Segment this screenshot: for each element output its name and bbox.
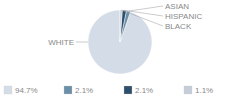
legend-swatch — [64, 86, 72, 94]
pie — [88, 10, 152, 74]
legend-item: 2.1% — [124, 86, 153, 95]
annotation: HISPANIC — [165, 12, 202, 21]
legend-item: 94.7% — [4, 86, 38, 95]
chart: WHITE ASIANHISPANICBLACK 94.7% 2.1% 2.1% 1.1% — [0, 0, 240, 100]
pie-slice — [120, 10, 122, 42]
annotation: BLACK — [165, 22, 192, 31]
legend-label: 1.1% — [195, 86, 213, 95]
legend-swatch — [184, 86, 192, 94]
annotation: ASIAN — [165, 2, 189, 11]
pie-slice — [88, 10, 152, 74]
annotation: WHITE — [48, 38, 74, 47]
leader-line — [128, 6, 163, 11]
legend-item: 2.1% — [64, 86, 93, 95]
legend-item: 1.1% — [184, 86, 213, 95]
pie-slice — [120, 10, 126, 42]
pie-slice — [120, 11, 130, 42]
annotations: WHITE ASIANHISPANICBLACK — [48, 2, 202, 47]
legend-label: 2.1% — [135, 86, 153, 95]
legend-label: 2.1% — [75, 86, 93, 95]
leader-line — [76, 42, 88, 43]
legend-label: 94.7% — [15, 86, 38, 95]
leader-line — [121, 10, 163, 26]
legend: 94.7% 2.1% 2.1% 1.1% — [4, 86, 213, 95]
legend-swatch — [124, 86, 132, 94]
legend-swatch — [4, 86, 12, 94]
